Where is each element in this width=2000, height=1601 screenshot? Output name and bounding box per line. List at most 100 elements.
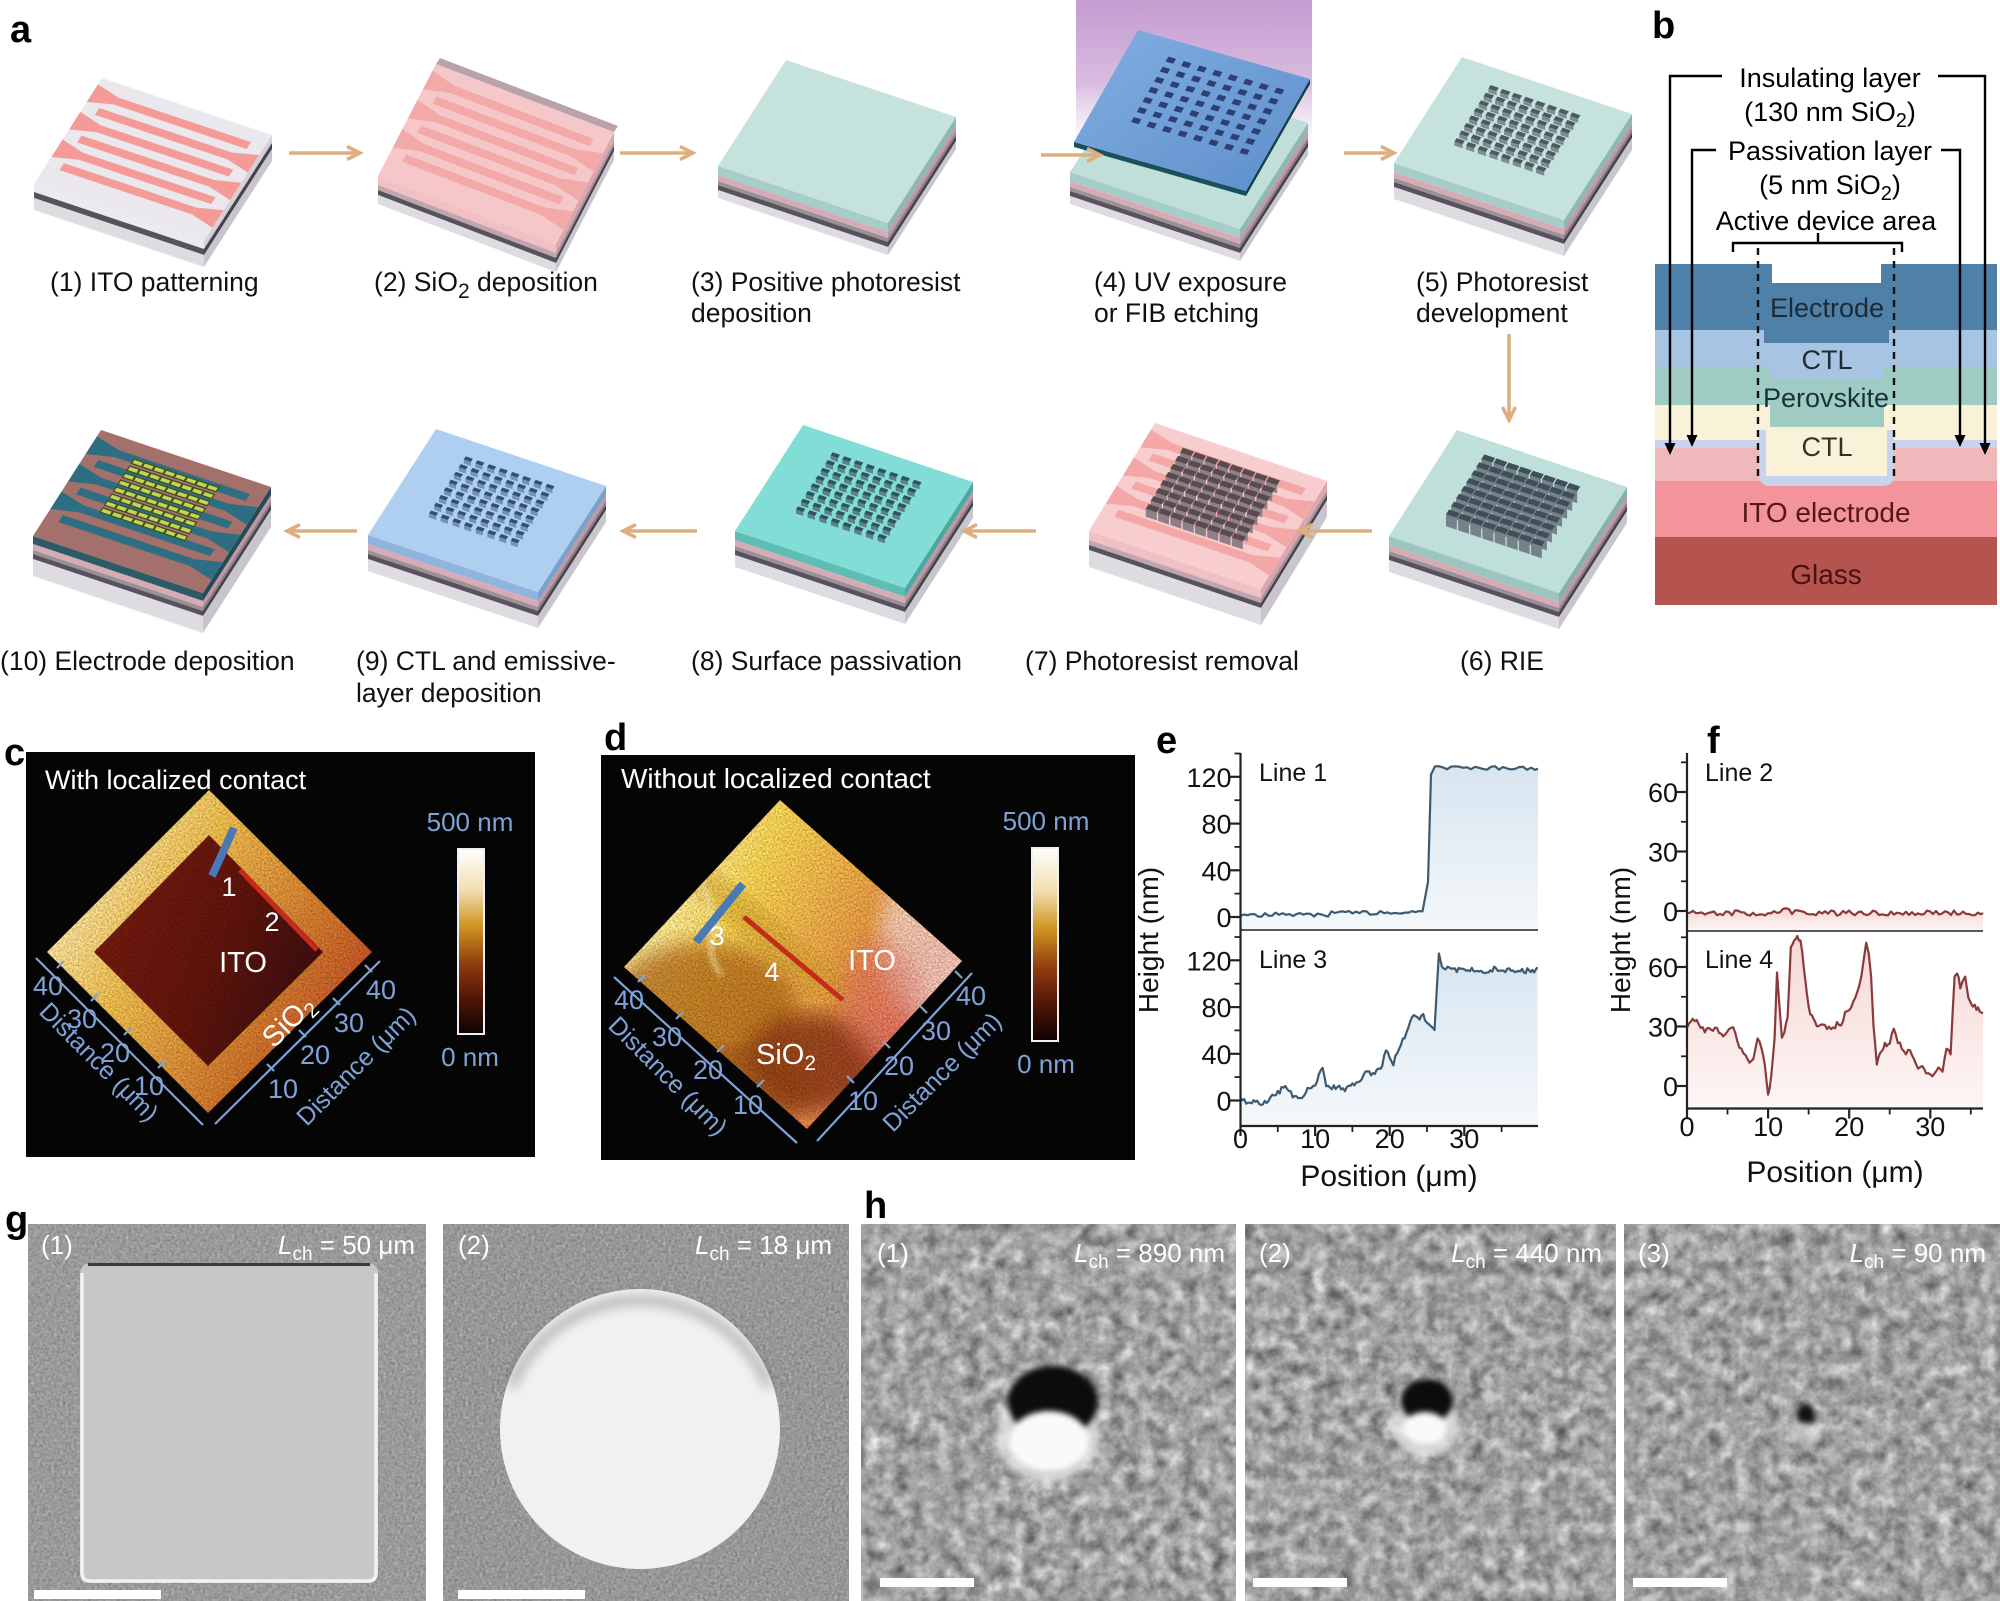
svg-text:(1) ITO patterning: (1) ITO patterning xyxy=(50,267,259,297)
svg-text:30: 30 xyxy=(67,1004,97,1034)
svg-text:ITO: ITO xyxy=(848,945,896,977)
svg-text:(5) Photoresist: (5) Photoresist xyxy=(1416,267,1589,297)
svg-text:30: 30 xyxy=(652,1022,682,1052)
svg-text:0: 0 xyxy=(1216,903,1231,933)
svg-text:40: 40 xyxy=(956,981,986,1011)
svg-text:0 nm: 0 nm xyxy=(1017,1049,1075,1079)
svg-text:40: 40 xyxy=(614,985,644,1015)
svg-text:Electrode: Electrode xyxy=(1770,293,1884,323)
svg-text:40: 40 xyxy=(1201,1040,1231,1070)
svg-text:Lch = 90 nm: Lch = 90 nm xyxy=(1850,1238,1986,1273)
svg-text:(2): (2) xyxy=(458,1230,490,1260)
svg-text:80: 80 xyxy=(1201,810,1231,840)
svg-text:30: 30 xyxy=(1449,1124,1479,1154)
svg-text:120: 120 xyxy=(1186,946,1231,976)
svg-text:Position (μm): Position (μm) xyxy=(1746,1156,1923,1189)
svg-text:Insulating layer: Insulating layer xyxy=(1739,63,1921,93)
svg-text:layer deposition: layer deposition xyxy=(356,678,542,708)
svg-text:0 nm: 0 nm xyxy=(441,1042,499,1072)
svg-text:10: 10 xyxy=(733,1090,763,1120)
svg-text:(2): (2) xyxy=(1259,1238,1291,1268)
svg-text:2: 2 xyxy=(264,907,279,937)
svg-text:20: 20 xyxy=(100,1038,130,1068)
svg-text:20: 20 xyxy=(1375,1124,1405,1154)
svg-text:(3) Positive photoresist: (3) Positive photoresist xyxy=(691,267,961,297)
svg-text:(9) CTL and emissive-: (9) CTL and emissive- xyxy=(356,646,616,676)
svg-text:3: 3 xyxy=(709,921,724,951)
svg-text:Lch = 50 μm: Lch = 50 μm xyxy=(278,1230,415,1265)
svg-text:Line 3: Line 3 xyxy=(1259,946,1327,974)
svg-text:40: 40 xyxy=(1201,856,1231,886)
svg-text:0: 0 xyxy=(1679,1112,1694,1142)
svg-text:(130 nm SiO2): (130 nm SiO2) xyxy=(1744,97,1916,132)
svg-text:Lch = 18 μm: Lch = 18 μm xyxy=(695,1230,832,1265)
svg-text:With localized contact: With localized contact xyxy=(45,765,307,795)
svg-text:(8) Surface passivation: (8) Surface passivation xyxy=(691,646,962,676)
svg-text:(5 nm SiO2): (5 nm SiO2) xyxy=(1759,170,1901,205)
svg-text:20: 20 xyxy=(1834,1112,1864,1142)
svg-text:10: 10 xyxy=(1300,1124,1330,1154)
svg-text:40: 40 xyxy=(366,975,396,1005)
svg-text:development: development xyxy=(1416,298,1568,328)
svg-text:20: 20 xyxy=(884,1051,914,1081)
svg-text:500 nm: 500 nm xyxy=(427,807,514,837)
svg-text:0: 0 xyxy=(1663,897,1678,927)
svg-text:Line 1: Line 1 xyxy=(1259,759,1327,787)
svg-text:40: 40 xyxy=(33,971,63,1001)
svg-text:30: 30 xyxy=(1915,1112,1945,1142)
svg-text:30: 30 xyxy=(1648,1013,1678,1043)
svg-text:or FIB etching: or FIB etching xyxy=(1094,298,1259,328)
svg-text:Without localized contact: Without localized contact xyxy=(621,763,931,794)
svg-text:Lch = 440 nm: Lch = 440 nm xyxy=(1451,1238,1602,1273)
svg-text:0: 0 xyxy=(1663,1072,1678,1102)
svg-text:Position (μm): Position (μm) xyxy=(1300,1160,1477,1193)
svg-text:ITO electrode: ITO electrode xyxy=(1741,497,1910,528)
svg-text:deposition: deposition xyxy=(691,298,812,328)
svg-text:10: 10 xyxy=(268,1074,298,1104)
svg-text:10: 10 xyxy=(1753,1112,1783,1142)
svg-text:(1): (1) xyxy=(877,1238,909,1268)
svg-text:(3): (3) xyxy=(1638,1238,1670,1268)
svg-text:20: 20 xyxy=(300,1040,330,1070)
svg-text:10: 10 xyxy=(134,1071,164,1101)
svg-text:10: 10 xyxy=(848,1086,878,1116)
svg-text:0: 0 xyxy=(1216,1087,1231,1117)
svg-text:Active device area: Active device area xyxy=(1716,206,1938,236)
svg-text:60: 60 xyxy=(1648,953,1678,983)
svg-text:30: 30 xyxy=(1648,838,1678,868)
svg-text:b: b xyxy=(1652,5,1675,47)
svg-text:120: 120 xyxy=(1186,763,1231,793)
svg-text:0: 0 xyxy=(1233,1124,1248,1154)
svg-text:c: c xyxy=(4,732,25,774)
svg-text:Lch = 890 nm: Lch = 890 nm xyxy=(1074,1238,1225,1273)
svg-text:Passivation layer: Passivation layer xyxy=(1728,136,1932,166)
svg-text:Height (nm): Height (nm) xyxy=(1133,867,1164,1013)
svg-text:(10) Electrode deposition: (10) Electrode deposition xyxy=(0,646,295,676)
svg-text:Line 4: Line 4 xyxy=(1705,946,1773,974)
svg-text:f: f xyxy=(1707,720,1720,762)
svg-text:1: 1 xyxy=(221,872,236,902)
svg-text:Line 2: Line 2 xyxy=(1705,759,1773,787)
svg-text:(6) RIE: (6) RIE xyxy=(1460,646,1544,676)
svg-text:30: 30 xyxy=(921,1016,951,1046)
svg-text:d: d xyxy=(604,717,627,759)
svg-text:e: e xyxy=(1156,720,1177,762)
svg-text:g: g xyxy=(5,1199,28,1241)
svg-text:Perovskite: Perovskite xyxy=(1763,383,1889,413)
svg-text:20: 20 xyxy=(693,1055,723,1085)
svg-text:ITO: ITO xyxy=(219,947,267,979)
svg-text:CTL: CTL xyxy=(1801,345,1852,375)
svg-text:60: 60 xyxy=(1648,778,1678,808)
svg-text:a: a xyxy=(10,9,32,51)
svg-text:CTL: CTL xyxy=(1801,432,1852,462)
svg-text:h: h xyxy=(864,1185,887,1227)
svg-text:(1): (1) xyxy=(41,1230,73,1260)
svg-text:Height (nm): Height (nm) xyxy=(1605,867,1636,1013)
svg-text:30: 30 xyxy=(334,1008,364,1038)
svg-text:(7) Photoresist removal: (7) Photoresist removal xyxy=(1025,646,1299,676)
svg-text:4: 4 xyxy=(764,957,779,987)
svg-text:500 nm: 500 nm xyxy=(1003,806,1090,836)
svg-text:Glass: Glass xyxy=(1790,559,1862,590)
svg-text:(4) UV exposure: (4) UV exposure xyxy=(1094,267,1287,297)
svg-text:80: 80 xyxy=(1201,993,1231,1023)
